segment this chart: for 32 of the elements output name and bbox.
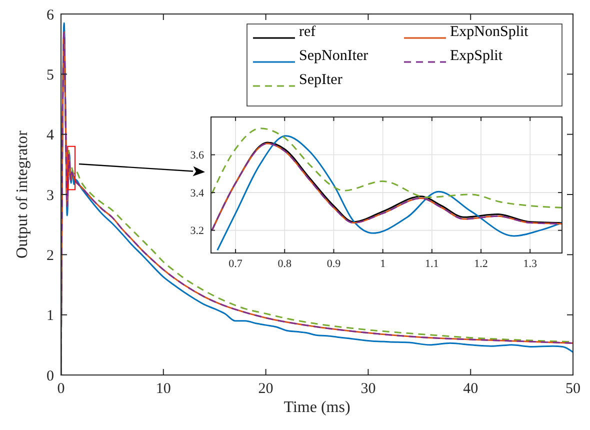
y-tick-label: 3 <box>46 188 54 204</box>
x-tick-label: 0.9 <box>326 258 342 270</box>
x-axis-title: Time (ms) <box>284 399 350 416</box>
x-tick-label: 1.1 <box>425 258 439 270</box>
y-tick-label: 6 <box>46 7 54 24</box>
x-tick-label: 10 <box>156 381 171 397</box>
y-tick-label: 3.4 <box>190 187 204 200</box>
y-tick-label: 0 <box>46 368 54 384</box>
legend-label: ref <box>299 24 316 40</box>
x-tick-label: 50 <box>566 381 580 397</box>
y-tick-label: 3.2 <box>190 225 204 238</box>
x-tick-label: 1.3 <box>523 258 538 270</box>
y-axis-title: Output of integrator <box>14 130 31 258</box>
x-tick-label: 1.2 <box>474 258 488 270</box>
legend-label: SepIter <box>299 72 342 88</box>
x-tick-label: 40 <box>463 381 478 397</box>
line-series <box>216 135 562 251</box>
line-series <box>211 128 562 208</box>
y-tick-label: 1 <box>46 308 54 324</box>
x-tick-label: 0.7 <box>228 258 243 270</box>
x-tick-label: 20 <box>258 381 274 397</box>
legend-label: SepNonIter <box>299 48 368 64</box>
y-tick-label: 5 <box>46 67 54 84</box>
y-tick-label: 2 <box>46 248 54 264</box>
x-tick-label: 0 <box>57 381 65 397</box>
legend-label: ExpNonSplit <box>450 24 530 40</box>
y-tick-label: 3.6 <box>190 150 204 162</box>
x-tick-label: 0.8 <box>278 258 292 270</box>
legend-label: ExpSplit <box>450 48 504 64</box>
x-tick-label: 1 <box>380 258 386 270</box>
y-tick-label: 4 <box>46 128 54 144</box>
x-tick-label: 30 <box>360 381 376 397</box>
